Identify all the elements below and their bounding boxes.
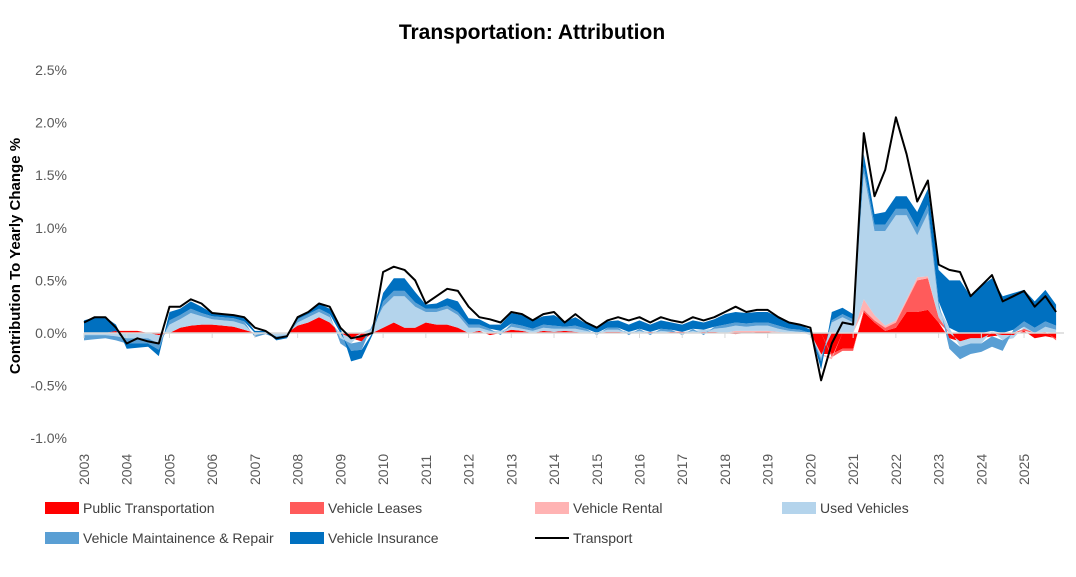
x-tick-label: 2015 — [589, 454, 605, 485]
y-axis-label: Contribution To Yearly Change % — [7, 138, 24, 374]
axes-group: -1.0% -0.5% 0.0% 0.5% 1.0% 1.5% 2.0% 2.5% 2003 20… — [30, 62, 1064, 485]
x-tick-label: 2017 — [674, 454, 690, 485]
line-series-group — [83, 116, 1057, 382]
y-tick-label: -0.5% — [30, 378, 67, 394]
x-tick-label: 2018 — [717, 454, 733, 485]
y-tick-label: -1.0% — [30, 430, 67, 446]
legend-label: Used Vehicles — [820, 500, 909, 516]
x-tick-label: 2023 — [931, 454, 947, 485]
x-tick-label: 2022 — [888, 454, 904, 485]
chart-title: Transportation: Attribution — [399, 21, 665, 44]
x-tick-label: 2006 — [204, 454, 220, 485]
area-used-vehicles — [84, 173, 1057, 359]
y-tick-label: 1.0% — [35, 220, 67, 236]
legend-item: Used Vehicles — [782, 500, 909, 516]
legend-item: Vehicle Insurance — [290, 530, 439, 546]
legend-swatch — [45, 532, 79, 544]
legend-label: Vehicle Leases — [328, 500, 422, 516]
legend-item: Public Transportation — [45, 500, 215, 516]
legend-swatch — [45, 502, 79, 514]
area-public-transportation — [84, 309, 1057, 354]
x-tick-label: 2014 — [546, 454, 562, 485]
x-tick-label: 2010 — [375, 454, 391, 485]
legend-item: Vehicle Rental — [535, 500, 663, 516]
legend-swatch — [290, 532, 324, 544]
x-tick-label: 2004 — [119, 454, 135, 485]
line-transport — [83, 116, 1057, 382]
legend-label: Vehicle Insurance — [328, 530, 439, 546]
legend-label: Public Transportation — [83, 500, 215, 516]
legend-swatch — [782, 502, 816, 514]
legend: Public Transportation Vehicle Leases Vehic… — [45, 500, 909, 546]
legend-label: Vehicle Maintainence & Repair — [83, 530, 274, 546]
legend-label: Vehicle Rental — [573, 500, 663, 516]
x-tick-label: 2024 — [973, 454, 989, 485]
legend-label: Transport — [573, 530, 633, 546]
y-tick-label: 2.5% — [35, 62, 67, 78]
x-tick-label: 2016 — [631, 454, 647, 485]
x-tick-label: 2021 — [845, 454, 861, 485]
x-tick-label: 2003 — [76, 454, 92, 485]
y-tick-label: 0.5% — [35, 272, 67, 288]
y-tick-label: 0.0% — [35, 325, 67, 341]
legend-item: Vehicle Leases — [290, 500, 422, 516]
legend-swatch — [535, 502, 569, 514]
x-tick-label: 2007 — [247, 454, 263, 485]
x-tick-label: 2025 — [1016, 454, 1032, 485]
y-tick-label: 1.5% — [35, 167, 67, 183]
x-tick-label: 2020 — [802, 454, 818, 485]
x-tick-label: 2011 — [418, 455, 434, 485]
x-tick-label: 2013 — [503, 454, 519, 485]
legend-item: Transport — [535, 530, 633, 546]
legend-item: Vehicle Maintainence & Repair — [45, 530, 274, 546]
x-tick-label: 2019 — [760, 454, 776, 485]
x-tick-label: 2009 — [332, 454, 348, 485]
y-tick-label: 2.0% — [35, 115, 67, 131]
area-series-group — [84, 154, 1057, 370]
x-tick-label: 2012 — [461, 454, 477, 485]
legend-swatch — [290, 502, 324, 514]
x-tick-label: 2005 — [161, 454, 177, 485]
x-tick-label: 2008 — [290, 454, 306, 485]
